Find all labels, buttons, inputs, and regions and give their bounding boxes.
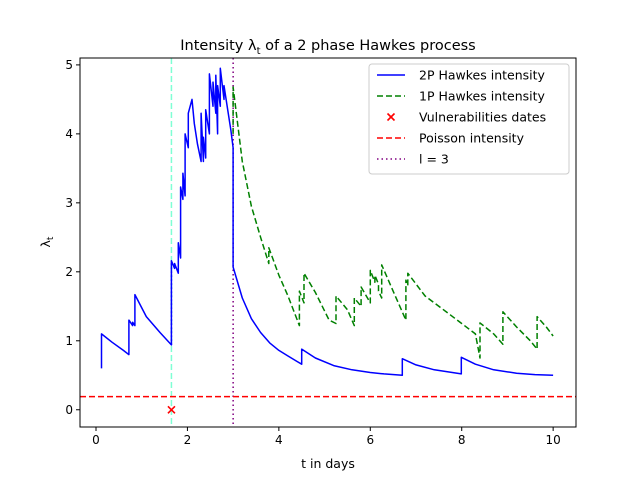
y-tick-label: 0 — [65, 403, 73, 417]
chart-title: Intensity λt of a 2 phase Hawkes process — [180, 38, 475, 57]
y-tick-label: 4 — [65, 127, 73, 141]
x-tick-label: 8 — [458, 433, 466, 447]
legend-marker-stroke — [386, 112, 396, 122]
x-tick-label: 0 — [92, 433, 100, 447]
legend-label: Vulnerabilities dates — [419, 110, 546, 125]
legend: 2P Hawkes intensity 1P Hawkes intensity Vu… — [368, 63, 570, 175]
y-axis-label-subscript: t — [46, 236, 56, 240]
legend-label: Poisson intensity — [419, 131, 525, 146]
marker-stroke — [167, 405, 176, 414]
legend-entry: 1P Hawkes intensity — [377, 89, 546, 104]
x-tick-label: 4 — [275, 433, 283, 447]
y-axis-label-main: λ — [38, 239, 53, 247]
legend-entry: l = 3 — [377, 152, 449, 167]
title-rest: of a 2 phase Hawkes process — [261, 38, 476, 54]
x-axis-label: t in days — [301, 456, 355, 471]
x-tick-label: 10 — [546, 433, 561, 447]
series-1p-hawkes-line — [232, 86, 554, 359]
legend-frame — [368, 63, 570, 175]
title-main: Intensity λ — [180, 38, 257, 54]
legend-entry: Poisson intensity — [377, 131, 525, 146]
y-axis-label: λt — [38, 236, 56, 247]
legend-entry: Vulnerabilities dates — [386, 110, 546, 125]
legend-label: 1P Hawkes intensity — [419, 89, 546, 104]
y-tick-label: 3 — [65, 196, 73, 210]
y-tick-label: 5 — [65, 58, 73, 72]
series-2p-hawkes-line — [100, 67, 554, 377]
y-tick-label: 1 — [65, 334, 73, 348]
x-tick-label: 2 — [184, 433, 192, 447]
x-tick-label: 6 — [366, 433, 374, 447]
legend-label: l = 3 — [419, 152, 449, 167]
vulnerability-marker — [167, 405, 176, 414]
legend-label: 2P Hawkes intensity — [419, 68, 546, 83]
axis-ticks: 0 2 4 6 8 10 0 1 2 3 4 5 — [65, 58, 560, 447]
legend-entry: 2P Hawkes intensity — [377, 68, 546, 83]
title-subscript: t — [257, 46, 261, 57]
axes-frame — [79, 57, 577, 428]
plot-area — [80, 58, 576, 427]
y-tick-label: 2 — [65, 265, 73, 279]
